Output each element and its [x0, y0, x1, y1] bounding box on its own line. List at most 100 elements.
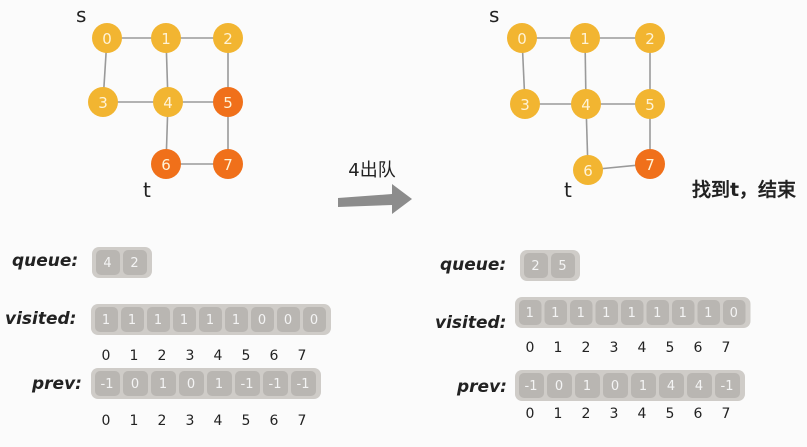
prev-cell — [207, 371, 232, 396]
visited-cell — [199, 307, 222, 332]
visited-cell-value: 1 — [679, 306, 687, 321]
prev-index: 7 — [298, 413, 307, 429]
graph-node-4: 4 — [153, 87, 183, 117]
conclusion-text: 找到t，结束 — [692, 178, 797, 201]
queue-cell — [524, 253, 548, 278]
visited-cell — [225, 307, 248, 332]
prev-cell — [291, 371, 316, 396]
prev-index: 4 — [214, 413, 223, 429]
visited-index: 2 — [158, 348, 167, 364]
queue-cell — [551, 253, 575, 278]
prev-index: 1 — [554, 406, 563, 422]
prev-index: 0 — [102, 413, 111, 429]
graph-node-6: 6 — [573, 155, 603, 185]
prev-cell-value: 4 — [695, 379, 703, 394]
visited-cell — [570, 300, 593, 325]
visited-cell-value: 1 — [602, 306, 610, 321]
queue-cell — [96, 250, 120, 275]
visited-index: 0 — [102, 348, 111, 364]
visited-cell — [697, 300, 720, 325]
prev-label: prev: — [456, 377, 507, 397]
visited-index: 7 — [298, 348, 307, 364]
node-circle — [153, 87, 183, 117]
queue-label: queue: — [12, 251, 78, 271]
visited-cell — [723, 300, 746, 325]
prev-index: 5 — [666, 406, 675, 422]
node-label: 3 — [520, 96, 530, 114]
node-label: 4 — [581, 96, 591, 114]
prev-cell-value: 1 — [583, 379, 591, 394]
visited-index: 7 — [722, 340, 731, 356]
prev-cell-value: -1 — [297, 377, 310, 392]
node-circle — [570, 23, 600, 53]
source-label: s — [76, 3, 86, 27]
graph-node-0: 0 — [507, 23, 537, 53]
node-circle — [635, 89, 665, 119]
visited-cell-value: 0 — [730, 306, 738, 321]
prev-cell — [715, 373, 740, 398]
visited-index: 4 — [214, 348, 223, 364]
prev-cell-value: -1 — [525, 379, 538, 394]
graph-node-3: 3 — [510, 89, 540, 119]
transition-arrow: 4出队 — [338, 160, 412, 214]
prev-index: 7 — [722, 406, 731, 422]
queue-cell-value: 5 — [558, 259, 566, 274]
visited-cell — [147, 307, 170, 332]
node-label: 2 — [645, 30, 655, 48]
node-circle — [213, 149, 243, 179]
target-label: t — [143, 178, 151, 202]
visited-cell — [646, 300, 669, 325]
prev-cell-value: -1 — [101, 377, 114, 392]
node-circle — [635, 149, 665, 179]
node-circle — [151, 149, 181, 179]
prev-cell — [547, 373, 572, 398]
node-label: 7 — [223, 156, 233, 174]
prev-cell — [519, 373, 544, 398]
graph-node-7: 7 — [635, 149, 665, 179]
prev-cell — [631, 373, 656, 398]
visited-cell — [251, 307, 274, 332]
prev-cell — [263, 371, 288, 396]
prev-cell — [603, 373, 628, 398]
node-circle — [213, 87, 243, 117]
visited-cell — [544, 300, 567, 325]
queue-cell-value: 2 — [130, 256, 138, 271]
node-label: 1 — [580, 30, 590, 48]
graph-node-5: 5 — [213, 87, 243, 117]
prev-cell-value: -1 — [269, 377, 282, 392]
prev-label: prev: — [31, 374, 82, 394]
visited-cell-value: 1 — [551, 306, 559, 321]
prev-cell-value: 1 — [159, 377, 167, 392]
node-label: 0 — [517, 30, 527, 48]
prev-cell-value: -1 — [241, 377, 254, 392]
queue-label: queue: — [440, 255, 506, 275]
prev-cell — [95, 371, 120, 396]
prev-index: 4 — [638, 406, 647, 422]
prev-index: 1 — [130, 413, 139, 429]
visited-index: 2 — [582, 340, 591, 356]
prev-cell-value: 0 — [611, 379, 619, 394]
arrow-label: 4出队 — [348, 160, 395, 181]
visited-array: 1 1 1 1 1 1 1 1 0 — [515, 297, 751, 328]
visited-cell-value: 1 — [102, 313, 110, 328]
visited-cell — [173, 307, 196, 332]
visited-label: visited: — [5, 309, 76, 329]
graph-node-5: 5 — [635, 89, 665, 119]
node-circle — [213, 23, 243, 53]
node-circle — [510, 89, 540, 119]
visited-index: 6 — [694, 340, 703, 356]
node-label: 5 — [645, 96, 655, 114]
prev-index: 2 — [158, 413, 167, 429]
node-circle — [151, 23, 181, 53]
node-label: 2 — [223, 30, 233, 48]
node-label: 7 — [645, 156, 655, 174]
node-label: 4 — [163, 94, 173, 112]
visited-index: 5 — [242, 348, 251, 364]
graph-node-7: 7 — [213, 149, 243, 179]
node-label: 6 — [161, 156, 171, 174]
prev-cell — [659, 373, 684, 398]
target-label: t — [564, 178, 572, 202]
